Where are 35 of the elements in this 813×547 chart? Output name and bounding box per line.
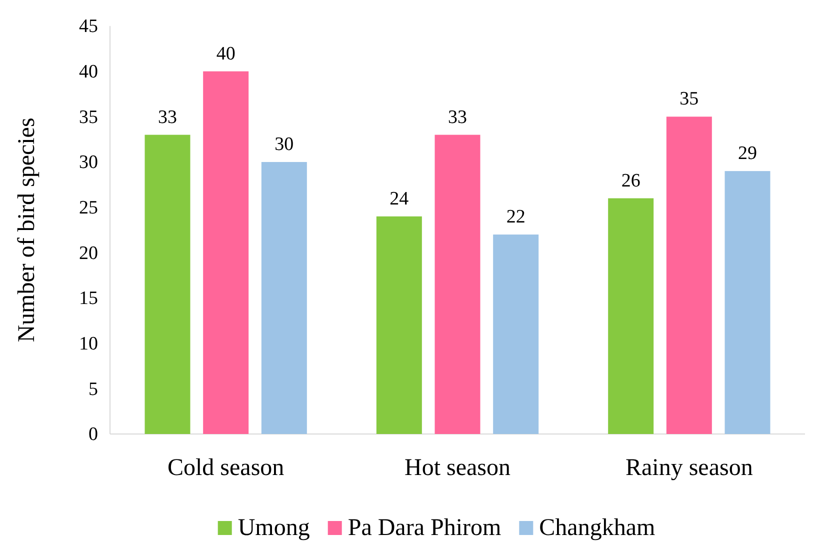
data-label: 35 — [680, 88, 699, 110]
data-label: 29 — [738, 143, 757, 164]
bar — [376, 216, 422, 434]
bar — [261, 162, 307, 434]
y-tick-label: 30 — [79, 152, 98, 174]
bar — [608, 198, 654, 434]
data-label: 30 — [274, 134, 294, 155]
y-tick-label: 25 — [79, 197, 98, 218]
y-tick-label: 35 — [79, 106, 98, 128]
bar — [203, 71, 249, 434]
bar — [434, 134, 480, 434]
data-label: 40 — [216, 43, 236, 64]
data-label: 22 — [506, 206, 526, 228]
y-tick-label: 20 — [79, 242, 98, 264]
y-tick-label: 5 — [88, 378, 98, 400]
x-tick-label: Hot season — [404, 455, 510, 482]
legend-label: Pa Dara Phirom — [348, 515, 502, 541]
y-tick-label: 40 — [79, 61, 98, 82]
data-label: 24 — [390, 188, 410, 210]
y-tick-label: 0 — [88, 424, 98, 446]
bar — [724, 171, 770, 434]
y-tick-label: 45 — [79, 16, 98, 38]
y-tick-label: 10 — [79, 333, 98, 354]
x-tick-label: Cold season — [167, 455, 284, 482]
y-axis-title: Number of bird species — [14, 118, 40, 342]
bar — [144, 134, 190, 434]
y-tick-label: 15 — [79, 288, 98, 310]
bar — [493, 234, 539, 434]
data-label: 33 — [448, 106, 467, 128]
bar — [666, 116, 712, 434]
data-label: 33 — [158, 106, 177, 128]
x-tick-label: Rainy season — [626, 455, 753, 482]
data-label: 26 — [621, 170, 640, 192]
legend-label: Umong — [238, 515, 310, 541]
legend-label: Changkham — [539, 515, 656, 541]
